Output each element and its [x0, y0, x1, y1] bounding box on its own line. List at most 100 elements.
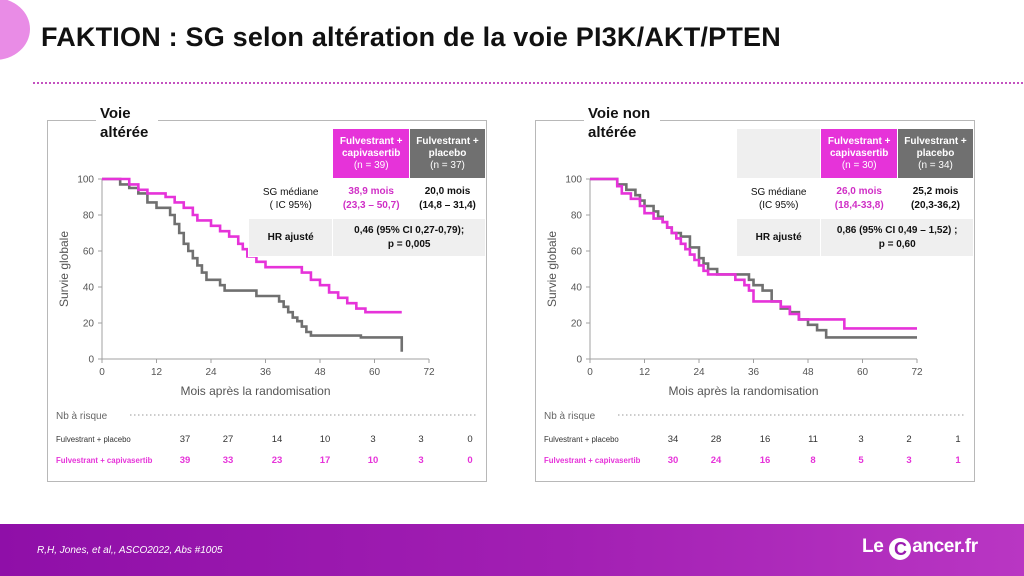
y-tick-label: 80	[571, 211, 583, 222]
km-curve-placebo	[102, 177, 404, 352]
col-header-capivasertib: Fulvestrant + capivasertib (n = 39)	[332, 128, 411, 179]
y-tick-label: 40	[571, 283, 583, 294]
chart-panel-altered: Voie altérée 0 20 40 60 80 100 0 12 24 36 48 60 72 Mo…	[47, 104, 487, 482]
hr-ci: 0,86 (95% CI 0,49 – 1,52) ;	[836, 224, 958, 236]
col-header-line: Fulvestrant +	[339, 135, 403, 147]
panel-label-line-2: altérée	[100, 124, 149, 141]
risk-count: 39	[180, 455, 191, 466]
y-axis-label: Survie globale	[57, 231, 71, 307]
hr-p: p = 0,005	[387, 238, 431, 250]
y-tick-label: 20	[571, 319, 583, 330]
row-label-median-os: SG médiane (IC 95%)	[735, 178, 822, 219]
chart-panel-non-altered: Voie non altérée 0 20 40 60 80 100 0 12 24 36 48 60…	[535, 104, 975, 482]
row-label-hr: HR ajusté	[247, 218, 334, 257]
risk-count: 16	[760, 434, 771, 445]
risk-count: 0	[467, 434, 472, 445]
risk-count: 16	[760, 455, 771, 466]
x-tick-label: 60	[369, 367, 381, 378]
median-os-capivasertib: 26,0 mois (18,4-33,8)	[820, 178, 899, 219]
panel-label-line-1: Voie	[100, 105, 131, 122]
col-header-n: (n = 37)	[430, 159, 465, 171]
median-os-placebo: 20,0 mois (14,8 – 31,4)	[409, 178, 486, 219]
risk-count: 1	[955, 455, 961, 466]
x-tick-label: 48	[314, 367, 326, 378]
risk-count: 3	[858, 434, 863, 445]
x-tick-label: 0	[99, 367, 105, 378]
risk-count: 10	[368, 455, 379, 466]
col-header-line: Fulvestrant +	[827, 135, 891, 147]
hr-value: 0,46 (95% CI 0,27-0,79); p = 0,005	[332, 218, 486, 257]
median-os-value: 26,0 mois	[836, 185, 882, 197]
stats-table: Fulvestrant + capivasertib (n = 39) Fulv…	[247, 128, 486, 257]
row-label-line: SG médiane	[750, 186, 807, 198]
risk-count: 11	[808, 434, 818, 445]
risk-count: 27	[223, 434, 234, 445]
risk-count: 1	[955, 434, 960, 445]
col-header-line: placebo	[916, 147, 955, 159]
x-tick-label: 24	[693, 367, 705, 378]
panel-label-line-1: Voie non	[588, 105, 651, 122]
median-os-value: 25,2 mois	[912, 185, 959, 197]
risk-count: 3	[418, 455, 423, 466]
panel-label: Voie altérée	[96, 104, 159, 142]
km-curve-capivasertib	[590, 177, 917, 330]
median-os-placebo: 25,2 mois (20,3-36,2)	[897, 178, 974, 219]
median-os-value: 20,0 mois	[424, 185, 471, 197]
row-label-line: ( IC 95%)	[269, 199, 312, 211]
stats-table: Fulvestrant + capivasertib (n = 30) Fulv…	[735, 128, 974, 257]
risk-count: 14	[272, 434, 283, 445]
logo-c-circle: C	[889, 538, 912, 560]
risk-count: 5	[858, 455, 864, 466]
x-tick-label: 36	[260, 367, 272, 378]
hr-value: 0,86 (95% CI 0,49 – 1,52) ; p = 0,60	[820, 218, 974, 257]
y-tick-label: 60	[571, 247, 583, 258]
title-divider	[33, 82, 1023, 84]
col-header-n: (n = 39)	[353, 159, 389, 171]
col-header-line: Fulvestrant +	[416, 135, 479, 147]
panel-label-line-2: altérée	[588, 124, 637, 141]
risk-count: 8	[810, 455, 815, 466]
col-header-line: capivasertib	[830, 147, 889, 159]
median-os-capivasertib: 38,9 mois (23,3 – 50,7)	[332, 178, 411, 219]
risk-row-label: Fulvestrant + capivasertib	[544, 456, 641, 465]
page-title: FAKTION : SG selon altération de la voie…	[41, 22, 781, 52]
y-tick-label: 100	[565, 175, 582, 186]
y-tick-label: 100	[77, 175, 94, 186]
risk-count: 0	[467, 455, 472, 466]
risk-count: 28	[711, 434, 722, 445]
x-tick-label: 24	[205, 367, 217, 378]
risk-header: Nb à risque	[56, 411, 108, 422]
y-tick-label: 0	[576, 355, 582, 366]
risk-count: 37	[180, 434, 191, 445]
x-tick-label: 36	[748, 367, 760, 378]
median-os-value: 38,9 mois	[348, 185, 394, 197]
risk-count: 2	[906, 434, 911, 445]
risk-count: 24	[711, 455, 722, 466]
citation: R,H, Jones, et al,, ASCO2022, Abs #1005	[37, 545, 223, 556]
logo-prefix: Le	[862, 536, 884, 557]
y-axis-label: Survie globale	[545, 231, 559, 307]
col-header-line: placebo	[428, 147, 467, 159]
y-tick-label: 0	[88, 355, 94, 366]
risk-count: 3	[418, 434, 423, 445]
col-header-line: Fulvestrant +	[904, 135, 967, 147]
col-header-n: (n = 34)	[918, 159, 953, 171]
x-axis-label: Mois après la randomisation	[180, 384, 330, 398]
col-header-placebo: Fulvestrant + placebo (n = 37)	[409, 128, 486, 179]
y-tick-label: 80	[83, 211, 95, 222]
hr-ci: 0,46 (95% CI 0,27-0,79);	[354, 224, 465, 236]
x-tick-label: 72	[911, 367, 923, 378]
table-corner	[247, 128, 334, 179]
risk-count: 34	[668, 434, 679, 445]
footer-bar: R,H, Jones, et al,, ASCO2022, Abs #1005 …	[0, 524, 1024, 576]
logo-suffix: ancer.fr	[912, 536, 978, 557]
median-os-ci: (18,4-33,8)	[834, 199, 884, 211]
x-tick-label: 72	[423, 367, 435, 378]
risk-count: 33	[223, 455, 234, 466]
x-tick-label: 60	[857, 367, 869, 378]
corner-decoration	[0, 0, 30, 60]
x-axis-label: Mois après la randomisation	[668, 384, 818, 398]
